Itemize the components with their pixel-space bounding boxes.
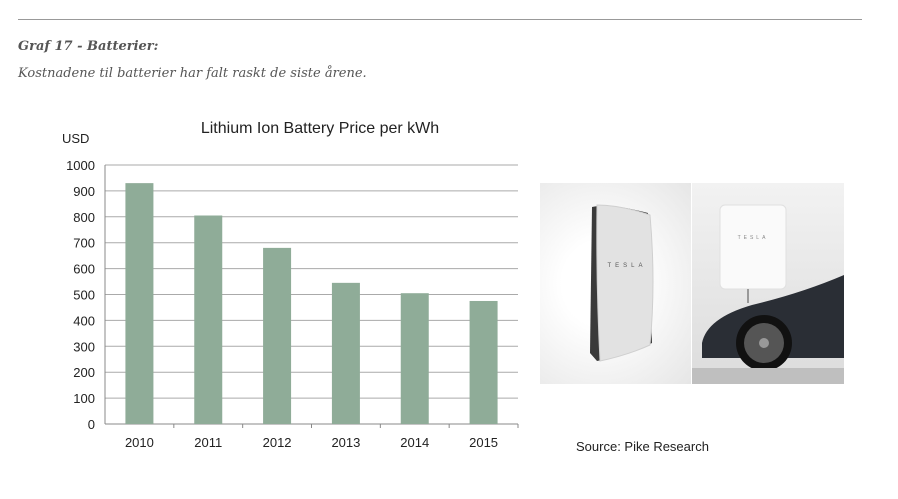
bar-2011 — [194, 215, 223, 424]
bar-2013 — [331, 282, 360, 424]
bar-2014 — [400, 293, 429, 424]
x-tick-label: 2013 — [331, 435, 360, 450]
chart-title: Lithium Ion Battery Price per kWh — [201, 120, 439, 137]
x-tick-label: 2014 — [400, 435, 429, 450]
bar-2012 — [263, 247, 292, 424]
y-tick-label: 300 — [73, 339, 95, 354]
figure-subtitle: Kostnadene til batterier har falt raskt … — [18, 66, 367, 81]
top-divider — [18, 19, 862, 20]
y-tick-label: 800 — [73, 210, 95, 225]
y-tick-label: 0 — [88, 417, 95, 432]
tesla-logo: TESLA — [738, 235, 769, 241]
y-tick-label: 1000 — [66, 158, 95, 173]
y-tick-label: 900 — [73, 184, 95, 199]
powerwall-image: TESLA — [540, 183, 691, 384]
powerwall-car-image: TESLA — [692, 183, 844, 384]
y-tick-label: 600 — [73, 262, 95, 277]
y-tick-label: 500 — [73, 288, 95, 303]
bar-2015 — [469, 300, 498, 424]
bar-2010 — [125, 183, 154, 424]
x-tick-label: 2010 — [125, 435, 154, 450]
y-tick-label: 400 — [73, 313, 95, 328]
x-tick-label: 2015 — [469, 435, 498, 450]
source-note: Source: Pike Research — [576, 439, 709, 454]
x-tick-label: 2012 — [263, 435, 292, 450]
figure-title: Graf 17 - Batterier: — [18, 39, 159, 54]
y-tick-label: 700 — [73, 236, 95, 251]
y-tick-label: 100 — [73, 391, 95, 406]
tesla-logo: TESLA — [607, 263, 646, 269]
y-axis-label: USD — [62, 131, 89, 146]
x-tick-label: 2011 — [194, 435, 222, 450]
y-tick-label: 200 — [73, 365, 95, 380]
